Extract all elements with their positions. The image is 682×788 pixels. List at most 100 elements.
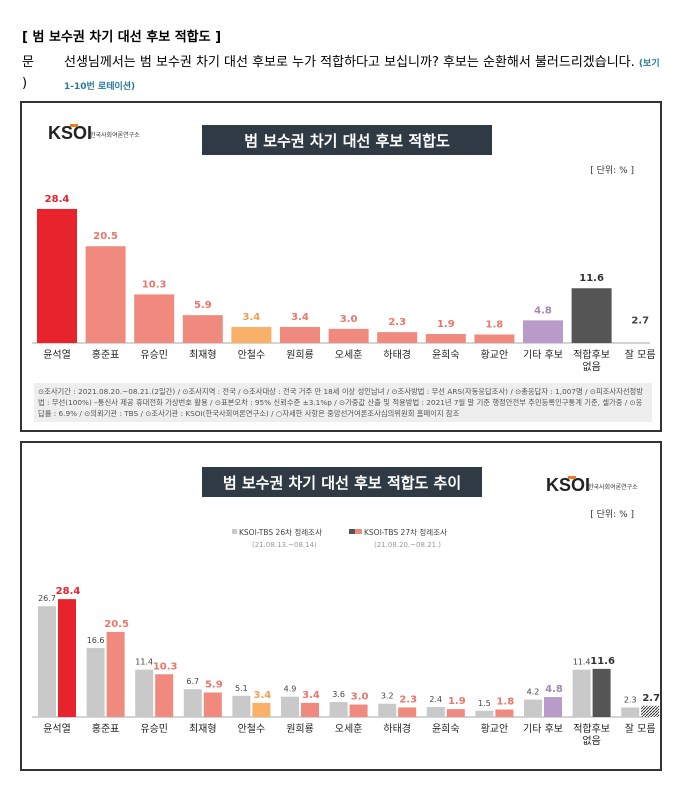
category-label: 윤석열: [43, 349, 71, 361]
title-banner: [202, 125, 492, 155]
unit-label: [ 단위: % ]: [590, 165, 634, 176]
category-label: 원희룡: [286, 723, 314, 735]
data-label: 28.4: [45, 194, 70, 205]
data-label-27: 20.5: [104, 619, 129, 630]
logo-subtext: 한국사회여론연구소: [588, 483, 638, 491]
legend-swatch: [355, 529, 362, 534]
bar-27: [446, 709, 465, 717]
data-label-26: 1.5: [478, 699, 491, 708]
data-label: 20.5: [93, 231, 118, 242]
category-label: 윤희숙: [432, 349, 460, 361]
category-label: 안철수: [238, 723, 266, 735]
data-label-27: 10.3: [153, 661, 178, 672]
bar: [328, 328, 369, 343]
category-label: 오세훈: [335, 348, 363, 361]
data-label-27: 3.4: [254, 690, 272, 701]
bar-26: [475, 710, 494, 717]
category-label: 황교안: [481, 349, 509, 361]
legend-label: KSOI-TBS 27차 정례조사: [364, 527, 447, 537]
category-label: 유승민: [140, 723, 168, 735]
data-label: 1.9: [437, 319, 455, 330]
bar-27: [58, 599, 76, 717]
data-label-27: 5.9: [205, 680, 223, 691]
title-banner: [202, 467, 482, 497]
data-label-26: 11.4: [573, 658, 591, 667]
legend-swatch: [349, 529, 355, 534]
data-label-26: 4.9: [284, 685, 297, 694]
data-label: 3.0: [340, 314, 358, 325]
bar: [523, 320, 563, 343]
bar: [85, 246, 126, 343]
data-label-26: 3.6: [332, 690, 345, 699]
category-label: 하태경: [383, 348, 411, 361]
bar-27: [592, 668, 611, 717]
data-label-27: 1.9: [448, 696, 466, 707]
legend-period: (21.08.20.~08.21.): [374, 541, 441, 549]
category-label: 최재형: [189, 723, 217, 735]
data-label-27: 2.3: [399, 694, 417, 705]
data-label-26: 11.4: [135, 658, 153, 667]
data-label: 3.4: [243, 312, 261, 323]
question-note: (보기 1-10번 로테이션): [64, 59, 660, 92]
bar-26: [426, 707, 445, 717]
category-label: 안철수: [238, 349, 266, 361]
category-label: 황교안: [481, 723, 509, 735]
bar-26: [232, 695, 251, 717]
data-label-27: 1.8: [497, 697, 515, 708]
data-label-26: 26.7: [38, 594, 56, 603]
bar-26: [281, 696, 299, 717]
data-label-26: 5.1: [235, 684, 248, 693]
bar-26: [38, 606, 56, 717]
category-label: 기타 후보: [523, 723, 563, 735]
data-label-26: 3.2: [381, 692, 394, 701]
chart-title: 범 보수권 차기 대선 후보 적합도: [244, 132, 450, 150]
category-label: 잘 모름: [625, 723, 656, 735]
bar: [280, 326, 320, 343]
bar-27: [203, 692, 222, 717]
category-label: 윤석열: [43, 723, 71, 735]
bar-26: [329, 702, 348, 717]
category-label: 하태경: [383, 722, 411, 735]
page-title: [ 범 보수권 차기 대선 후보 적합도 ]: [22, 30, 222, 45]
chart-panel-2: KSOI 한국사회여론연구소 범 보수권 차기 대선 후보 적합도 추이 [ 단위: …: [20, 441, 662, 771]
unit-label: [ 단위: % ]: [590, 509, 634, 520]
category-label: 윤희숙: [432, 723, 460, 735]
category-label: 오세훈: [335, 722, 363, 735]
bar-27: [106, 631, 125, 717]
category-label: 최재형: [189, 349, 217, 361]
bar: [377, 332, 418, 343]
category-label: 유승민: [140, 349, 168, 361]
bar-27: [252, 702, 271, 717]
category-label: 적합후보: [573, 349, 610, 361]
category-label: 기타 후보: [523, 349, 563, 361]
legend-label: KSOI-TBS 26차 정례조사: [239, 527, 322, 537]
data-label: 2.7: [631, 315, 649, 326]
chart-title: 범 보수권 차기 대선 후보 적합도 추이: [223, 474, 461, 492]
data-label-27: 3.4: [302, 690, 320, 701]
bar: [571, 288, 612, 343]
data-label: 2.3: [388, 317, 406, 328]
category-label: 없음: [582, 360, 600, 373]
data-label-26: 2.4: [429, 695, 442, 704]
bar: [620, 330, 660, 343]
bar-27: [544, 697, 562, 717]
bar-27: [641, 705, 660, 717]
logo-accent-icon: [70, 124, 78, 127]
data-label-26: 16.6: [87, 636, 105, 645]
data-label-27: 2.7: [642, 693, 660, 704]
bar: [182, 315, 223, 343]
bar-26: [135, 669, 154, 717]
chart-panel-1: KSOI 한국사회여론연구소 범 보수권 차기 대선 후보 적합도 [ 단위: % ]…: [20, 101, 662, 432]
data-label-27: 4.8: [545, 684, 563, 695]
bar-27: [349, 704, 368, 717]
data-label: 1.8: [486, 320, 504, 331]
data-label: 3.4: [291, 312, 309, 323]
logo-subtext: 한국사회여론연구소: [90, 131, 140, 139]
data-label-27: 3.0: [351, 692, 369, 703]
legend-swatch: [232, 529, 237, 534]
bar-26: [183, 689, 202, 717]
methodology-note: ⊙조사기간 : 2021.08.20.~08.21.(2일간) / ⊙조사지역 …: [34, 383, 652, 422]
category-label: 홍준표: [92, 348, 120, 361]
